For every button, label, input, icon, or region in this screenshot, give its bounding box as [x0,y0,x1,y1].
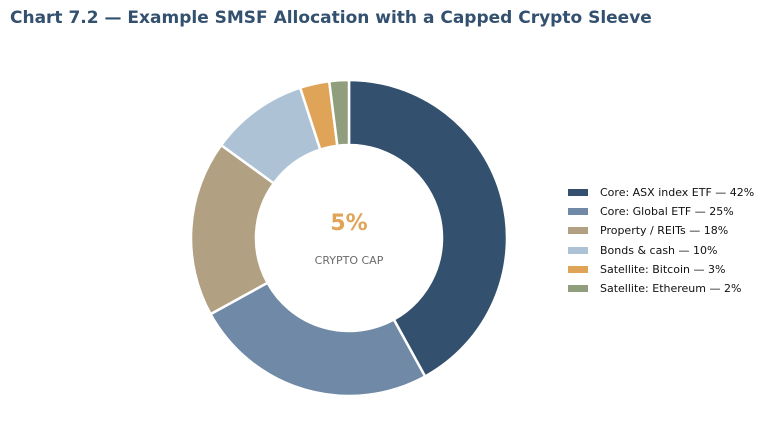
legend-label: Bonds & cash — 10% [600,243,718,257]
legend-swatch [568,208,588,216]
legend-swatch [568,227,588,235]
donut-slice [208,281,427,398]
center-label: CRYPTO CAP [315,254,384,267]
legend-item: Core: ASX index ETF — 42% [568,183,754,202]
donut-slice [347,78,509,379]
donut-slice [327,78,351,148]
legend-item: Satellite: Ethereum — 2% [568,279,754,298]
legend-swatch [568,246,588,254]
legend: Core: ASX index ETF — 42% Core: Global ET… [568,183,754,298]
legend-item: Property / REITs — 18% [568,221,754,240]
legend-label: Core: Global ETF — 25% [600,205,734,219]
legend-swatch [568,285,588,293]
donut-slices [189,78,509,398]
legend-label: Satellite: Ethereum — 2% [600,282,742,296]
legend-label: Property / REITs — 18% [600,224,729,238]
legend-swatch [568,189,588,197]
chart-title: Chart 7.2 — Example SMSF Allocation with… [10,8,652,28]
center-value: 5% [330,211,367,236]
legend-item: Bonds & cash — 10% [568,241,754,260]
legend-label: Core: ASX index ETF — 42% [600,186,755,200]
legend-item: Satellite: Bitcoin — 3% [568,260,754,279]
legend-swatch [568,265,588,273]
legend-item: Core: Global ETF — 25% [568,202,754,221]
legend-label: Satellite: Bitcoin — 3% [600,262,726,276]
